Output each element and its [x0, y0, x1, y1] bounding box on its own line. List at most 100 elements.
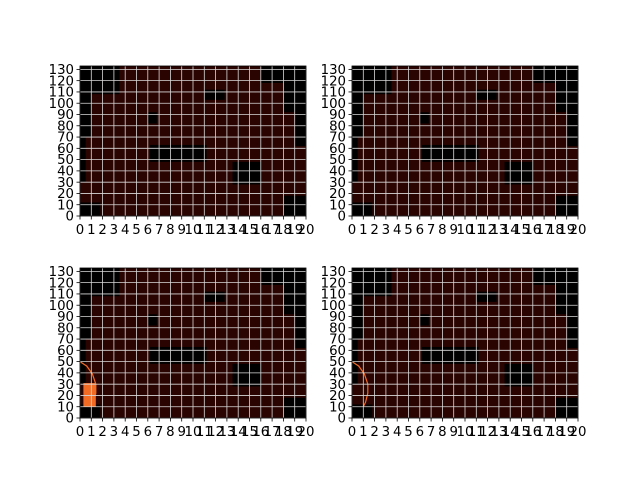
panel-bottom-left-x-tick-label-18: 18	[275, 425, 292, 440]
panel-top-left-obstacle-11	[232, 161, 261, 185]
panel-top-right-y-tick-label-8: 80	[329, 119, 346, 134]
panel-top-left-y-tick-label-4: 40	[57, 164, 74, 179]
panel-bottom-right-obstacle-8	[419, 314, 429, 326]
panel-bottom-left-y-tick-label-7: 70	[57, 333, 74, 348]
panel-top-right-y-tick-label-11: 110	[321, 86, 346, 101]
panel-top-left-obstacle-3	[80, 202, 101, 216]
panel-bottom-right-x-tick-label-19: 19	[558, 425, 575, 440]
panel-top-right-x-tick-label-5: 5	[404, 223, 412, 238]
panel-top-left-x-tick-label-16: 16	[252, 223, 269, 238]
panel-bottom-right-x-tick-label-11: 11	[468, 425, 485, 440]
panel-top-left-x-tick-label-8: 8	[166, 223, 174, 238]
panel-bottom-right-x-tick-label-0: 0	[348, 425, 356, 440]
panel-bottom-right-obstacle-10	[422, 346, 479, 364]
panel-bottom-left-obstacle-6	[294, 314, 306, 349]
panel-bottom-right-x-tick-label-15: 15	[513, 425, 530, 440]
panel-top-left-y-tick-label-3: 30	[57, 176, 74, 191]
panel-bottom-right-x-tick-label-9: 9	[449, 425, 457, 440]
panel-bottom-left-x-tick-label-12: 12	[207, 425, 224, 440]
panel-bottom-left-obstacle-0	[80, 268, 120, 297]
panel-top-right-x-tick-label-18: 18	[547, 223, 564, 238]
panel-top-right-obstacle-11	[504, 161, 533, 185]
panel-top-right-y-tick-label-4: 40	[329, 164, 346, 179]
panel-top-right-obstacle-8	[419, 112, 429, 124]
panel-top-right-x-tick-label-14: 14	[502, 223, 519, 238]
panel-bottom-left-x-tick-label-3: 3	[110, 425, 118, 440]
panel-top-left-y-tick-label-1: 10	[57, 198, 74, 213]
panel-top-right-x-tick-label-7: 7	[427, 223, 435, 238]
panel-top-left-obstacle-8	[147, 112, 157, 124]
panel-top-right-x-tick-label-1: 1	[359, 223, 367, 238]
panel-top-right-x-tick-label-15: 15	[513, 223, 530, 238]
panel-bottom-left-y-tick-label-13: 130	[49, 265, 74, 280]
panel-bottom-right-y-tick-label-7: 70	[329, 333, 346, 348]
panel-bottom-left-obstacle-8	[147, 314, 157, 326]
panel-top-left-y-tick-label-13: 130	[49, 63, 74, 78]
panel-bottom-left-obstacle-10	[150, 346, 207, 364]
panel-top-left-x-tick-label-7: 7	[155, 223, 163, 238]
panel-top-left-x-tick-label-6: 6	[144, 223, 152, 238]
panel-top-right-y-tick-label-1: 10	[329, 198, 346, 213]
panel-bottom-right-x-tick-label-13: 13	[490, 425, 507, 440]
panel-top-left-x-tick-label-1: 1	[87, 223, 95, 238]
panel-bottom-left-y-tick-label-11: 110	[49, 288, 74, 303]
panel-top-left-obstacle-10	[150, 144, 207, 162]
panel-top-left-y-tick-label-12: 120	[49, 74, 74, 89]
panel-top-right-x-tick-label-11: 11	[468, 223, 485, 238]
panel-top-left-obstacle-6	[294, 112, 306, 147]
panel-bottom-left-obstacle-11	[232, 363, 261, 387]
panel-bottom-right-y-tick-label-1: 10	[329, 400, 346, 415]
panel-bottom-left-x-tick-label-15: 15	[241, 425, 258, 440]
panel-top-left-x-tick-label-10: 10	[185, 223, 202, 238]
panel-top-left-x-tick-label-15: 15	[241, 223, 258, 238]
panel-top-left-y-tick-label-11: 110	[49, 86, 74, 101]
panel-bottom-right-x-tick-label-18: 18	[547, 425, 564, 440]
panel-bottom-right-x-tick-label-10: 10	[457, 425, 474, 440]
panel-top-right-x-tick-label-10: 10	[457, 223, 474, 238]
panel-top-left-x-tick-label-12: 12	[207, 223, 224, 238]
panel-top-right-y-tick-label-12: 120	[321, 74, 346, 89]
panel-top-left-x-tick-label-0: 0	[76, 223, 84, 238]
panel-bottom-right-obstacle-3	[352, 404, 373, 418]
panel-bottom-right-x-tick-label-12: 12	[479, 425, 496, 440]
panel-bottom-left: 0 1 2 3 4 5 6 7 8 9101112131415161718192001020304…	[49, 265, 315, 440]
panel-top-left-x-tick-label-18: 18	[275, 223, 292, 238]
panel-top-left-y-tick-label-5: 50	[57, 153, 74, 168]
panel-bottom-left-x-tick-label-19: 19	[286, 425, 303, 440]
panel-top-right-y-tick-label-0: 0	[338, 210, 346, 225]
panel-top-right-x-tick-label-17: 17	[536, 223, 553, 238]
panel-top-right: 0 1 2 3 4 5 6 7 8 9101112131415161718192001020304…	[321, 63, 587, 238]
panel-top-right-obstacle-10	[422, 144, 479, 162]
panel-bottom-right-x-tick-label-1: 1	[359, 425, 367, 440]
panel-top-right-x-tick-label-20: 20	[570, 223, 587, 238]
panel-top-right-obstacle-9	[476, 89, 497, 100]
panel-bottom-left-x-tick-label-8: 8	[166, 425, 174, 440]
panel-bottom-left-x-tick-label-9: 9	[177, 425, 185, 440]
panel-top-left-y-tick-label-10: 100	[49, 97, 74, 112]
panel-top-left-x-tick-label-19: 19	[286, 223, 303, 238]
panel-bottom-left-x-tick-label-6: 6	[144, 425, 152, 440]
panel-top-right-y-tick-label-3: 30	[329, 176, 346, 191]
panel-top-right-y-tick-label-2: 20	[329, 187, 346, 202]
panel-top-left-y-tick-label-8: 80	[57, 119, 74, 134]
panel-top-right-grid	[351, 66, 579, 217]
panel-bottom-right-obstacle-1	[352, 296, 364, 340]
panel-bottom-right-obstacle-6	[566, 314, 578, 349]
panel-bottom-left-y-tick-label-0: 0	[66, 412, 74, 427]
panel-bottom-right-y-tick-label-2: 20	[329, 389, 346, 404]
panel-top-left-y-tick-label-6: 60	[57, 142, 74, 157]
panel-bottom-right-x-tick-label-2: 2	[370, 425, 378, 440]
panel-top-left-x-tick-label-13: 13	[218, 223, 235, 238]
panel-top-right-y-tick-label-13: 130	[321, 63, 346, 78]
panel-top-left-x-tick-label-5: 5	[132, 223, 140, 238]
panel-bottom-right-y-tick-label-4: 40	[329, 366, 346, 381]
panel-top-right-obstacle-3	[352, 202, 373, 216]
panel-top-right-y-tick-label-10: 100	[321, 97, 346, 112]
panel-top-left-y-tick-label-2: 20	[57, 187, 74, 202]
panel-bottom-right: 0 1 2 3 4 5 6 7 8 9101112131415161718192001020304…	[321, 265, 587, 440]
